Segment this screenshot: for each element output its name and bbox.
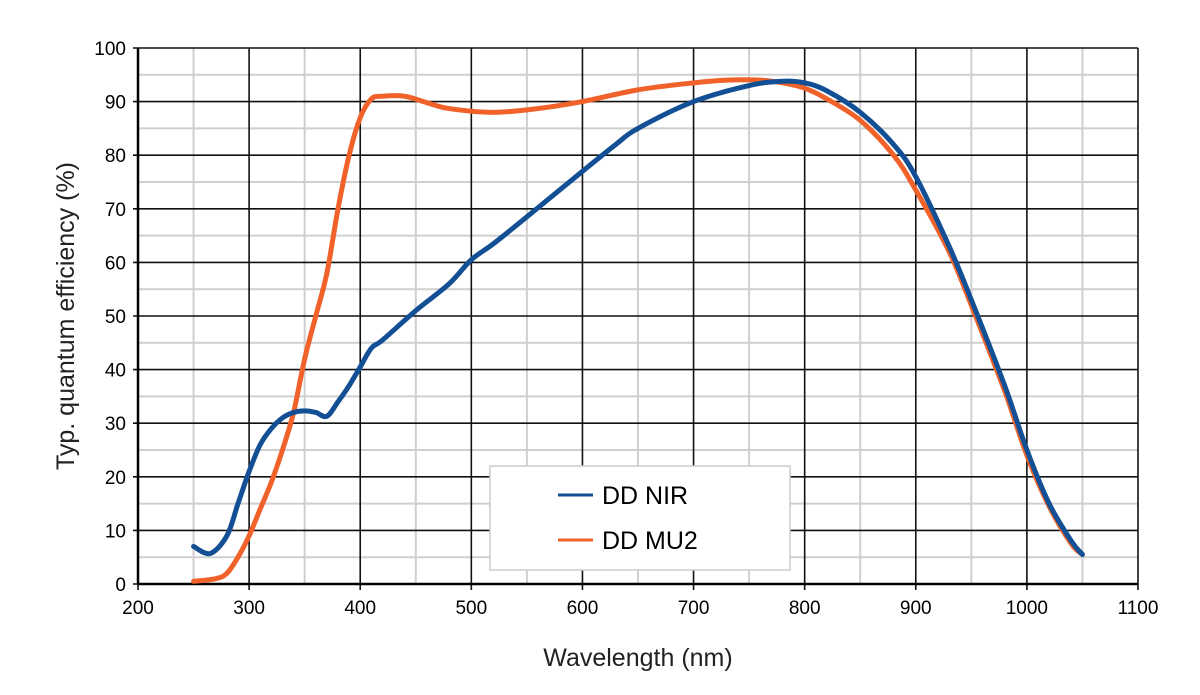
y-tick-label: 30 <box>105 414 126 435</box>
series-lines <box>191 77 1085 584</box>
x-tick-label: 900 <box>900 598 932 619</box>
y-tick-label: 80 <box>105 146 126 167</box>
y-tick-label: 90 <box>105 93 126 114</box>
x-tick-label: 1000 <box>1006 598 1048 619</box>
x-tick-label: 200 <box>122 598 154 619</box>
y-tick-label: 20 <box>105 468 126 489</box>
y-tick-label: 60 <box>105 253 126 274</box>
x-tick-label: 1100 <box>1118 598 1159 619</box>
legend-label-dd-mu2: DD MU2 <box>602 527 698 555</box>
y-tick-labels: 0 10 20 30 40 50 60 70 80 90 100 <box>94 39 126 596</box>
series-line-dd-mu2 <box>191 77 1085 584</box>
x-tick-label: 500 <box>455 598 487 619</box>
legend-label-dd-nir: DD NIR <box>602 482 688 510</box>
y-tick-label: 40 <box>105 361 126 382</box>
y-tick-label: 70 <box>105 200 126 221</box>
y-tick-label: 0 <box>115 575 126 596</box>
x-tick-label: 300 <box>233 598 265 619</box>
series-line-dd-nir <box>191 78 1085 558</box>
y-tick-label: 100 <box>94 39 126 60</box>
legend-box <box>489 465 791 571</box>
x-axis-label: Wavelength (nm) <box>543 644 732 672</box>
y-axis-label: Typ. quantum efficiency (%) <box>52 162 80 470</box>
x-tick-label: 400 <box>344 598 376 619</box>
y-tick-label: 10 <box>105 521 126 542</box>
y-tick-label: 50 <box>105 307 126 328</box>
legend: DD NIR DD MU2 <box>489 465 791 571</box>
x-tick-label: 700 <box>678 598 710 619</box>
x-tick-labels: 200 300 400 500 600 700 800 900 1000 1100 <box>122 598 1158 619</box>
x-tick-label: 800 <box>789 598 821 619</box>
grid <box>133 47 1139 590</box>
x-tick-label: 600 <box>567 598 599 619</box>
